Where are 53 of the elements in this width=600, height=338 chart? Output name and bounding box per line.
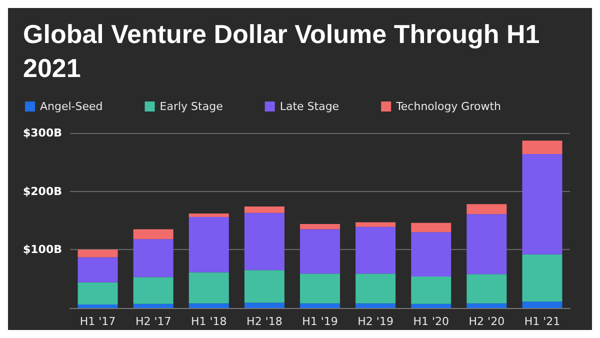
bar xyxy=(466,214,507,274)
bar xyxy=(411,276,452,304)
legend-label: Technology Growth xyxy=(395,100,502,113)
bar xyxy=(411,222,452,232)
y-tick-label: $100B xyxy=(23,243,62,256)
x-tick-label: H2 '18 xyxy=(246,315,282,328)
bar xyxy=(188,217,229,272)
bar xyxy=(244,302,284,308)
legend-label: Late Stage xyxy=(280,100,340,113)
bar xyxy=(522,140,562,154)
bar xyxy=(356,226,396,274)
x-tick-label: H1 '18 xyxy=(190,315,227,328)
x-tick-label: H1 '21 xyxy=(524,315,560,328)
bar xyxy=(133,229,174,240)
bar xyxy=(411,232,452,276)
bar xyxy=(244,206,284,213)
bar xyxy=(466,303,507,308)
bar xyxy=(356,303,396,308)
bar xyxy=(300,303,340,308)
x-tick-label: H1 '19 xyxy=(302,315,338,328)
bar xyxy=(78,304,118,308)
y-tick-label: $200B xyxy=(23,184,62,198)
chart-title: Global Venture Dollar Volume Through H1 2021 xyxy=(23,19,547,83)
bar xyxy=(78,282,118,304)
bar xyxy=(188,272,229,304)
bar xyxy=(188,214,229,217)
bar xyxy=(300,224,340,230)
bar xyxy=(522,154,562,254)
bar xyxy=(356,222,396,227)
bar xyxy=(133,239,174,278)
x-tick-label: H2 '17 xyxy=(135,315,172,328)
bar xyxy=(78,257,118,282)
x-tick-label: H1 '20 xyxy=(413,315,450,328)
bar xyxy=(522,302,562,308)
bar xyxy=(133,277,174,304)
bar xyxy=(411,304,452,308)
bar xyxy=(356,274,396,304)
y-tick-label: $300B xyxy=(23,126,62,140)
x-tick-label: H2 '20 xyxy=(468,315,505,328)
bar xyxy=(133,304,174,308)
bar xyxy=(300,274,340,304)
bar xyxy=(244,212,284,270)
bar xyxy=(466,204,507,214)
legend-label: Angel-Seed xyxy=(40,100,103,113)
legend-label: Early Stage xyxy=(160,100,224,113)
x-tick-label: H1 '17 xyxy=(80,315,116,328)
bar xyxy=(466,274,507,304)
x-tick-label: H2 '19 xyxy=(358,315,394,328)
bar xyxy=(78,250,118,258)
bar xyxy=(522,254,562,302)
bar xyxy=(188,303,229,308)
bar xyxy=(244,270,284,303)
bar xyxy=(300,229,340,274)
